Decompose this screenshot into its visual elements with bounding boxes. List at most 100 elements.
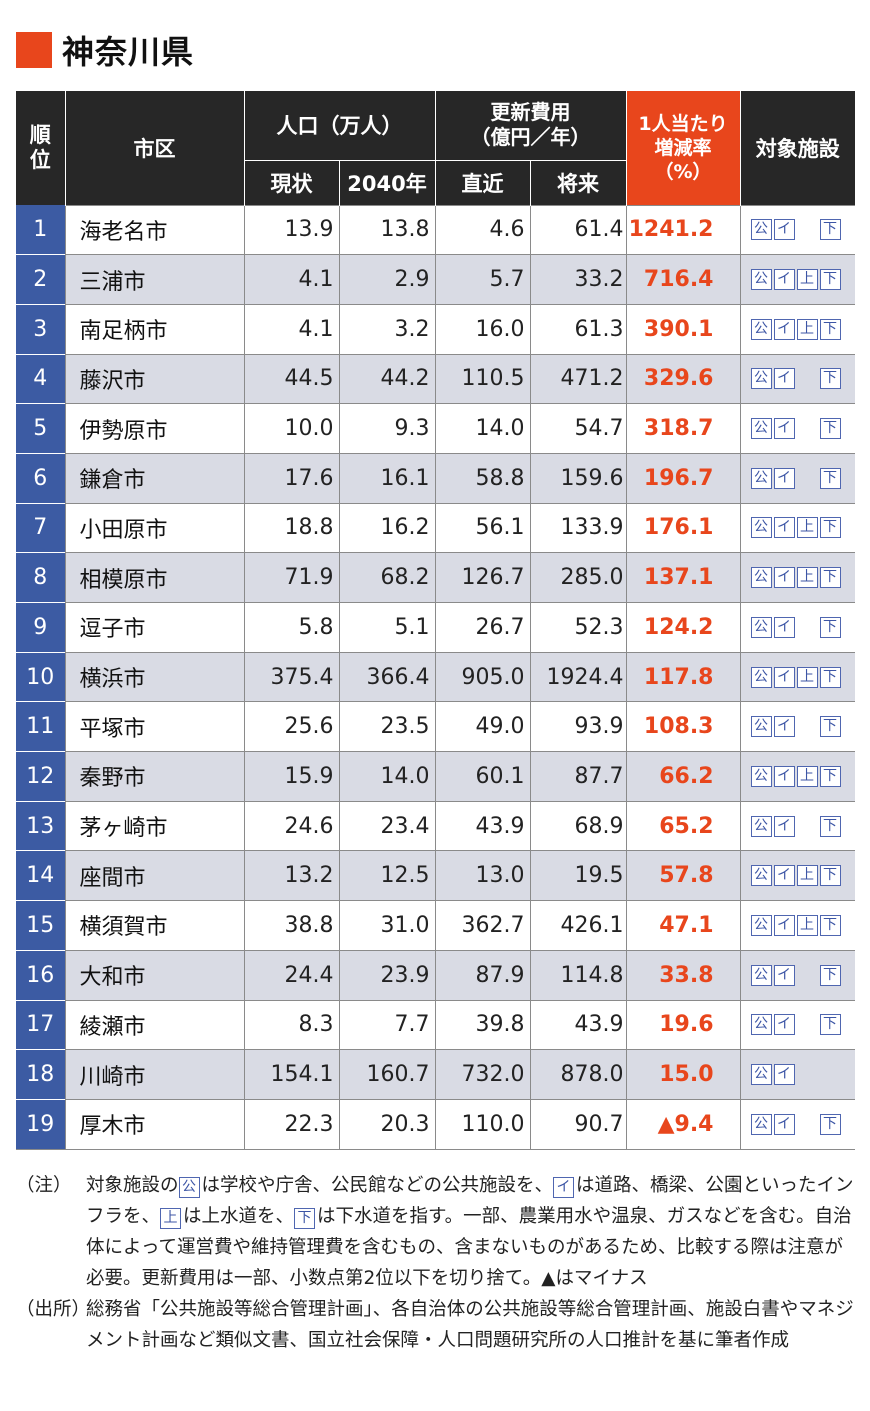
sewer-badge-icon: 下 — [819, 666, 841, 688]
city-cell: 海老名市 — [64, 204, 244, 255]
city-cell: 厚木市 — [64, 1098, 244, 1150]
pop-current-cell: 154.1 — [243, 1049, 339, 1100]
header-cost-recent: 直近 — [434, 159, 530, 205]
cost-future-cell: 93.9 — [529, 701, 626, 752]
pop-current-cell: 17.6 — [243, 452, 339, 504]
cost-recent-cell: 732.0 — [434, 1049, 530, 1100]
sewer-badge-icon: 下 — [819, 368, 841, 390]
page-title: 神奈川県 — [16, 26, 194, 74]
rate-cell: 15.0 — [625, 1049, 740, 1100]
pop-current-cell: 4.1 — [243, 254, 339, 305]
rank-cell: 11 — [16, 701, 65, 752]
pop-current-cell: 8.3 — [243, 999, 339, 1050]
header-cost-future: 将来 — [529, 159, 626, 205]
facility-badges: 公イ 下 — [750, 467, 856, 489]
infra-badge-icon: イ — [773, 418, 795, 440]
pop-2040-cell: 12.5 — [338, 850, 435, 901]
facilities-cell: 公イ上下 — [739, 552, 855, 603]
pop-2040-cell: 7.7 — [338, 999, 435, 1050]
rank-cell: 15 — [16, 900, 65, 951]
infra-badge-icon: イ — [773, 467, 795, 489]
cost-future-cell: 61.3 — [529, 303, 626, 355]
table-row: 5 伊勢原市 10.0 9.3 14.0 54.7 318.7 公イ 下 — [16, 403, 856, 454]
public-badge-icon: 公 — [750, 865, 772, 887]
rate-cell: 329.6 — [625, 353, 740, 404]
facility-badges: 公イ上下 — [750, 666, 856, 688]
cost-recent-cell: 43.9 — [434, 800, 530, 851]
facility-badges: 公イ上下 — [750, 765, 856, 787]
header-rate: 1人当たり 増減率 （%） — [625, 91, 740, 205]
public-badge-icon: 公 — [750, 318, 772, 340]
rank-cell: 18 — [16, 1049, 65, 1100]
facility-badges: 公イ 下 — [750, 815, 856, 837]
public-badge-icon: 公 — [750, 1014, 772, 1036]
public-badge-icon: 公 — [750, 765, 772, 787]
sewer-badge-icon: 下 — [819, 1113, 841, 1135]
cost-recent-cell: 60.1 — [434, 751, 530, 802]
rate-cell: 19.6 — [625, 999, 740, 1050]
cost-future-cell: 90.7 — [529, 1098, 626, 1150]
facilities-cell: 公イ上下 — [739, 303, 855, 355]
header-population: 人口（万人） — [243, 91, 435, 160]
pop-current-cell: 13.9 — [243, 204, 339, 255]
water-supply-badge-icon: 上 — [796, 318, 818, 340]
note-text-2: は学校や庁舎、公民館などの公共施設を、 — [201, 1175, 554, 1196]
infra-badge-icon: イ — [773, 318, 795, 340]
table-row: 19 厚木市 22.3 20.3 110.0 90.7 ▲9.4 公イ 下 — [16, 1098, 855, 1150]
infra-badge-icon: イ — [773, 666, 795, 688]
pop-current-cell: 38.8 — [243, 900, 339, 951]
city-cell: 南足柄市 — [64, 303, 244, 355]
facilities-cell: 公イ 下 — [739, 949, 856, 1000]
public-badge-icon: 公 — [750, 1064, 772, 1086]
facility-badges: 公イ 下 — [750, 418, 856, 440]
facility-badges: 公イ 下 — [750, 964, 856, 986]
facilities-cell: 公イ上下 — [739, 651, 856, 702]
facilities-cell: 公イ上下 — [739, 502, 855, 553]
infra-badge-icon: イ — [773, 1113, 795, 1135]
rate-cell: 137.1 — [625, 552, 740, 603]
rate-cell: 176.1 — [625, 502, 740, 553]
cost-future-cell: 33.2 — [529, 254, 626, 305]
cost-future-cell: 61.4 — [529, 204, 626, 255]
header-rank-label: 順位 — [29, 123, 51, 172]
table-row: 2 三浦市 4.1 2.9 5.7 33.2 716.4 公イ上下 — [16, 254, 855, 305]
sewer-badge-icon: 下 — [294, 1208, 316, 1229]
cost-recent-cell: 110.5 — [434, 353, 530, 404]
pop-current-cell: 22.3 — [243, 1098, 339, 1150]
facilities-cell: 公イ 下 — [739, 999, 855, 1050]
table-body: 1 海老名市 13.9 13.8 4.6 61.4 1241.2 公イ下 2 三浦市 4.1 2.9 5… — [16, 204, 856, 1150]
sewer-badge-icon: 下 — [819, 815, 841, 837]
table-row: 13 茅ヶ崎市 24.6 23.4 43.9 68.9 65.2 公イ 下 — [16, 800, 856, 851]
table-row: 4 藤沢市 44.5 44.2 110.5 471.2 329.6 公イ 下 — [16, 353, 855, 404]
rate-cell: 1241.2 — [625, 204, 740, 255]
pop-2040-cell: 23.4 — [338, 800, 435, 851]
city-cell: 小田原市 — [64, 502, 244, 553]
sewer-badge-icon: 下 — [819, 865, 841, 887]
public-badge-icon: 公 — [178, 1177, 200, 1198]
table-row: 10 横浜市 375.4 366.4 905.0 1924.4 117.8 公イ上下 — [16, 651, 856, 702]
rank-cell: 10 — [16, 651, 65, 702]
rate-cell: 47.1 — [625, 900, 740, 951]
note-text-3: は道路、橋梁、公園といったインフラを、 — [86, 1175, 854, 1227]
city-cell: 三浦市 — [64, 254, 244, 305]
facilities-cell: 公イ 下 — [739, 701, 855, 752]
note-text-1: 対象施設の — [86, 1175, 179, 1196]
pop-2040-cell: 9.3 — [338, 403, 435, 454]
cost-recent-cell: 58.8 — [434, 452, 530, 504]
table-row: 12 秦野市 15.9 14.0 60.1 87.7 66.2 公イ上下 — [16, 751, 856, 802]
infra-badge-icon: イ — [773, 1014, 795, 1036]
rank-cell: 4 — [16, 353, 65, 404]
cost-recent-cell: 56.1 — [434, 502, 530, 553]
pop-2040-cell: 160.7 — [338, 1049, 435, 1100]
rate-cell: 108.3 — [625, 701, 740, 752]
city-cell: 横浜市 — [64, 651, 244, 702]
sewer-badge-icon: 下 — [819, 716, 841, 738]
table-row: 17 綾瀬市 8.3 7.7 39.8 43.9 19.6 公イ 下 — [16, 999, 855, 1050]
sewer-badge-icon: 下 — [819, 616, 841, 638]
pop-2040-cell: 31.0 — [338, 900, 435, 951]
facilities-cell: 公イ — [739, 1049, 855, 1100]
rate-cell: 716.4 — [625, 254, 740, 305]
rate-cell: 124.2 — [625, 602, 740, 653]
rank-cell: 14 — [16, 850, 65, 901]
sewer-badge-icon: 下 — [819, 964, 841, 986]
